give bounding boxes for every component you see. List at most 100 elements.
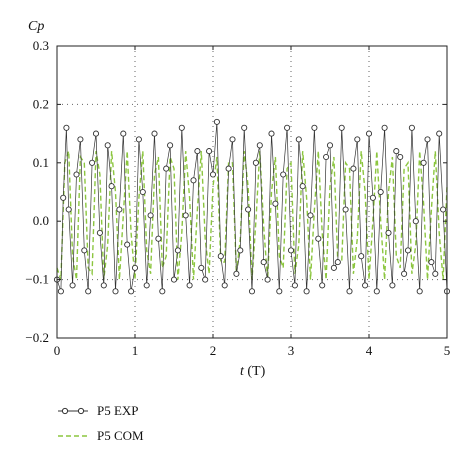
data-point-p5-exp — [381, 124, 388, 131]
data-point-p5-exp — [163, 165, 170, 172]
x-tick-label: 4 — [366, 343, 373, 358]
data-point-p5-exp — [139, 188, 146, 196]
legend-item-com: P5 COM — [58, 428, 144, 443]
data-point-p5-exp — [280, 171, 287, 178]
data-point-p5-exp — [369, 194, 376, 201]
data-point-p5-exp — [342, 206, 349, 213]
data-point-p5-exp — [272, 200, 279, 207]
x-axis-label-unit: (T) — [244, 364, 266, 379]
y-tick-label: 0.3 — [33, 38, 49, 53]
data-point-p5-exp — [167, 142, 174, 149]
data-point-p5-exp — [217, 253, 224, 260]
x-axis-label: t (T) — [240, 364, 266, 379]
data-point-p5-exp — [57, 288, 64, 295]
y-tick-label: 0.1 — [33, 155, 49, 170]
data-point-p5-exp — [248, 288, 256, 295]
data-point-p5-exp — [268, 130, 275, 137]
data-point-p5-exp — [155, 235, 162, 242]
data-point-p5-exp — [131, 264, 139, 271]
data-point-p5-exp — [323, 153, 330, 161]
data-point-p5-exp — [319, 282, 326, 289]
data-point-p5-exp — [174, 247, 181, 254]
data-point-p5-exp — [206, 148, 213, 155]
data-point-p5-exp — [104, 142, 111, 149]
x-tick-label: 2 — [210, 343, 217, 358]
data-point-p5-exp — [170, 276, 178, 283]
data-point-p5-exp — [202, 276, 209, 283]
y-tick-label: −0.2 — [25, 330, 49, 345]
data-point-p5-exp — [428, 259, 435, 266]
data-point-p5-exp — [299, 183, 306, 190]
data-point-p5-exp — [416, 288, 423, 295]
data-point-p5-exp — [225, 165, 232, 172]
data-point-p5-exp — [151, 130, 158, 137]
data-point-p5-exp — [291, 282, 298, 289]
data-point-p5-exp — [389, 282, 396, 289]
data-point-p5-exp — [264, 276, 271, 283]
data-point-p5-exp — [92, 130, 100, 137]
data-point-p5-exp — [69, 282, 76, 289]
data-point-p5-exp — [350, 165, 357, 172]
data-point-p5-exp — [373, 288, 380, 295]
data-point-p5-exp — [85, 288, 92, 295]
data-point-p5-exp — [241, 124, 248, 131]
data-point-p5-exp — [233, 270, 240, 277]
data-point-p5-exp — [186, 282, 193, 289]
data-point-p5-exp — [108, 183, 115, 190]
data-point-p5-exp — [96, 229, 103, 236]
data-point-p5-exp — [397, 153, 404, 161]
data-point-p5-exp — [276, 288, 283, 295]
y-tick-label: 0.0 — [33, 213, 49, 228]
data-point-p5-exp — [221, 282, 228, 289]
data-point-p5-exp — [260, 259, 267, 266]
data-point-p5-exp — [420, 159, 427, 166]
data-point-p5-exp — [60, 194, 67, 201]
data-point-p5-exp — [252, 159, 259, 166]
data-point-p5-exp — [284, 124, 291, 131]
plot-series — [53, 118, 451, 295]
data-point-p5-exp — [190, 177, 197, 184]
data-point-p5-exp — [326, 142, 334, 149]
data-point-p5-exp — [385, 229, 392, 236]
data-point-p5-exp — [401, 270, 408, 277]
data-point-p5-exp — [256, 142, 263, 149]
data-point-p5-exp — [412, 218, 419, 225]
legend-exp-label: P5 EXP — [97, 403, 139, 418]
x-tick-label: 5 — [444, 343, 451, 358]
data-point-p5-exp — [245, 206, 252, 213]
data-point-p5-exp — [432, 270, 439, 277]
legend-item-exp: P5 EXP — [58, 403, 139, 418]
y-tick-label: 0.2 — [33, 96, 49, 111]
data-point-p5-exp — [100, 282, 107, 289]
axis-ticks: 0 1 2 3 4 5 −0.2 −0.1 0.0 0.1 0.2 0.3 — [25, 38, 450, 358]
data-point-p5-exp — [354, 136, 361, 143]
data-point-p5-exp — [338, 124, 345, 131]
data-point-p5-exp — [408, 124, 415, 131]
series-line-p5-com — [56, 150, 448, 280]
data-point-p5-exp — [73, 171, 80, 178]
data-point-p5-exp — [440, 206, 447, 213]
data-point-p5-exp — [307, 212, 314, 219]
data-point-p5-exp — [63, 124, 70, 131]
data-point-p5-exp — [198, 264, 205, 271]
x-tick-label: 0 — [54, 343, 61, 358]
legend-exp-marker-2 — [77, 407, 85, 415]
data-point-p5-exp — [393, 148, 400, 155]
data-point-p5-exp — [65, 206, 72, 213]
x-tick-label: 3 — [288, 343, 295, 358]
data-point-p5-exp — [303, 288, 310, 295]
data-point-p5-exp — [135, 136, 142, 143]
legend-exp-marker-1 — [61, 407, 69, 415]
data-point-p5-exp — [287, 247, 295, 254]
data-point-p5-exp — [229, 136, 236, 143]
data-point-p5-exp — [89, 159, 96, 166]
data-point-p5-exp — [404, 247, 412, 254]
data-point-p5-exp — [315, 235, 322, 242]
data-point-p5-exp — [295, 136, 302, 143]
legend-com-label: P5 COM — [97, 428, 144, 443]
data-point-p5-exp — [358, 253, 365, 260]
data-point-p5-exp — [124, 241, 131, 248]
data-point-p5-exp — [77, 136, 84, 143]
data-point-p5-exp — [213, 118, 220, 125]
data-point-p5-exp — [365, 130, 373, 137]
